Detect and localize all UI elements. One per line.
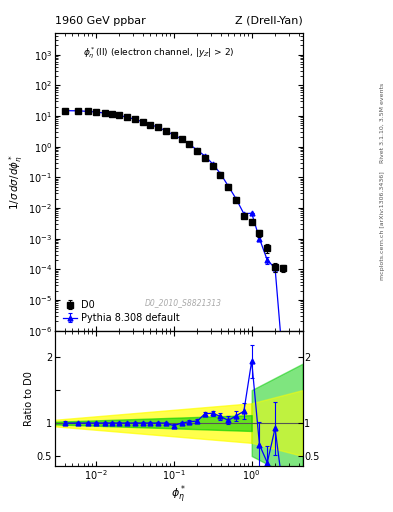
Text: 1960 GeV ppbar: 1960 GeV ppbar bbox=[55, 15, 146, 26]
Legend: D0, Pythia 8.308 default: D0, Pythia 8.308 default bbox=[60, 297, 183, 326]
Text: mcplots.cern.ch [arXiv:1306.3436]: mcplots.cern.ch [arXiv:1306.3436] bbox=[380, 171, 385, 280]
Y-axis label: $1/\sigma\,d\sigma/d\phi^*_\eta$: $1/\sigma\,d\sigma/d\phi^*_\eta$ bbox=[8, 154, 25, 210]
X-axis label: $\phi^*_\eta$: $\phi^*_\eta$ bbox=[171, 484, 186, 506]
Text: D0_2010_S8821313: D0_2010_S8821313 bbox=[145, 298, 222, 307]
Y-axis label: Ratio to D0: Ratio to D0 bbox=[24, 371, 34, 426]
Text: $\phi^*_\eta$(ll) (electron channel, $|y_Z|$ > 2): $\phi^*_\eta$(ll) (electron channel, $|y… bbox=[83, 45, 235, 61]
Text: Rivet 3.1.10, 3.5M events: Rivet 3.1.10, 3.5M events bbox=[380, 83, 385, 163]
Text: Z (Drell-Yan): Z (Drell-Yan) bbox=[235, 15, 303, 26]
